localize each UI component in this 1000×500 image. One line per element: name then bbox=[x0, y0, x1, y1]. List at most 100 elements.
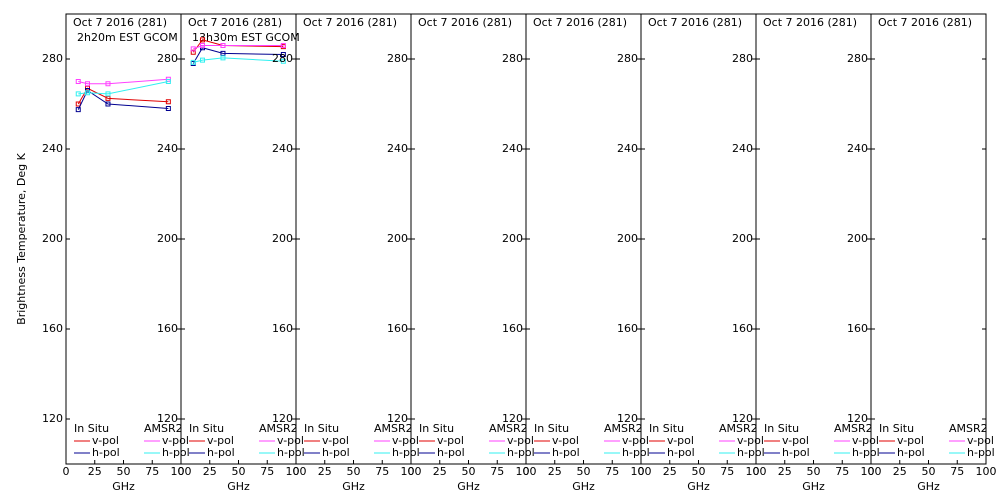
y-tick-label: 200 bbox=[387, 232, 408, 245]
y-tick-label: 280 bbox=[42, 52, 63, 65]
legend-label: v-pol bbox=[392, 434, 419, 447]
y-tick-label: 240 bbox=[157, 142, 178, 155]
point-marker bbox=[165, 99, 171, 105]
x-axis-label: GHz bbox=[687, 480, 710, 493]
x-tick-label: 25 bbox=[88, 465, 102, 478]
legend-label: h-pol bbox=[392, 446, 420, 459]
x-tick-label: 0 bbox=[178, 465, 185, 478]
x-tick-label: 100 bbox=[401, 465, 422, 478]
x-tick-label: 25 bbox=[893, 465, 907, 478]
legend-label: h-pol bbox=[622, 446, 650, 459]
legend-label: h-pol bbox=[322, 446, 350, 459]
x-tick-label: 50 bbox=[347, 465, 361, 478]
y-tick-label: 200 bbox=[732, 232, 753, 245]
point-marker bbox=[85, 81, 91, 87]
point-marker bbox=[280, 52, 286, 57]
legend-label: h-pol bbox=[92, 446, 120, 459]
legend-label: v-pol bbox=[507, 434, 534, 447]
point-marker bbox=[75, 79, 81, 84]
x-tick-label: 0 bbox=[63, 465, 70, 478]
x-axis-label: GHz bbox=[917, 480, 940, 493]
x-tick-label: 75 bbox=[490, 465, 504, 478]
x-tick-label: 25 bbox=[778, 465, 792, 478]
series-line bbox=[193, 45, 284, 50]
x-axis-label: GHz bbox=[457, 480, 480, 493]
x-tick-label: 75 bbox=[720, 465, 734, 478]
point-marker bbox=[75, 91, 81, 97]
legend-label: v-pol bbox=[897, 434, 924, 447]
y-tick-label: 280 bbox=[502, 52, 523, 65]
x-tick-label: 0 bbox=[753, 465, 760, 478]
x-tick-label: 25 bbox=[663, 465, 677, 478]
y-tick-label: 280 bbox=[157, 52, 178, 65]
x-axis-label: GHz bbox=[572, 480, 595, 493]
y-tick-label: 120 bbox=[157, 412, 178, 425]
y-tick-label: 240 bbox=[732, 142, 753, 155]
point-marker bbox=[75, 101, 81, 107]
point-marker bbox=[280, 43, 286, 48]
y-tick-label: 200 bbox=[272, 232, 293, 245]
x-tick-label: 50 bbox=[462, 465, 476, 478]
y-tick-label: 240 bbox=[617, 142, 638, 155]
legend-title: In Situ bbox=[74, 422, 109, 435]
panel-subtitle: 13h30m EST GCOM bbox=[192, 31, 300, 44]
y-tick-label: 120 bbox=[502, 412, 523, 425]
y-tick-label: 240 bbox=[387, 142, 408, 155]
y-axis-label: Brightness Temperature, Deg K bbox=[15, 152, 28, 324]
y-tick-label: 200 bbox=[847, 232, 868, 245]
legend-label: h-pol bbox=[967, 446, 995, 459]
legend-title: AMSR2 bbox=[259, 422, 298, 435]
panel-title: Oct 7 2016 (281) bbox=[73, 16, 167, 29]
legend-label: v-pol bbox=[737, 434, 764, 447]
legend-title: AMSR2 bbox=[489, 422, 528, 435]
y-tick-label: 120 bbox=[847, 412, 868, 425]
legend-label: v-pol bbox=[162, 434, 189, 447]
point-marker bbox=[85, 90, 91, 96]
panel-title: Oct 7 2016 (281) bbox=[648, 16, 742, 29]
y-tick-label: 240 bbox=[272, 142, 293, 155]
y-tick-label: 200 bbox=[617, 232, 638, 245]
x-tick-label: 75 bbox=[145, 465, 159, 478]
series-line bbox=[78, 81, 169, 95]
x-tick-label: 100 bbox=[286, 465, 307, 478]
y-tick-label: 200 bbox=[157, 232, 178, 245]
series-line bbox=[78, 78, 169, 85]
y-tick-label: 240 bbox=[42, 142, 63, 155]
legend-label: v-pol bbox=[622, 434, 649, 447]
y-tick-label: 160 bbox=[732, 322, 753, 335]
panel-title: Oct 7 2016 (281) bbox=[533, 16, 627, 29]
y-tick-label: 160 bbox=[272, 322, 293, 335]
x-tick-label: 50 bbox=[692, 465, 706, 478]
legend-label: h-pol bbox=[277, 446, 305, 459]
y-tick-label: 280 bbox=[847, 52, 868, 65]
legend-label: h-pol bbox=[667, 446, 695, 459]
legend-label: v-pol bbox=[437, 434, 464, 447]
point-marker bbox=[165, 79, 171, 84]
x-tick-label: 0 bbox=[523, 465, 530, 478]
legend-label: h-pol bbox=[737, 446, 765, 459]
y-tick-label: 120 bbox=[387, 412, 408, 425]
legend-title: In Situ bbox=[419, 422, 454, 435]
legend-label: v-pol bbox=[782, 434, 809, 447]
legend-label: h-pol bbox=[207, 446, 235, 459]
y-tick-label: 160 bbox=[617, 322, 638, 335]
point-marker bbox=[190, 46, 196, 52]
legend-label: h-pol bbox=[782, 446, 810, 459]
legend-label: v-pol bbox=[667, 434, 694, 447]
x-tick-label: 50 bbox=[117, 465, 131, 478]
legend-label: v-pol bbox=[207, 434, 234, 447]
legend-title: In Situ bbox=[879, 422, 914, 435]
legend-label: v-pol bbox=[322, 434, 349, 447]
x-tick-label: 100 bbox=[516, 465, 537, 478]
y-tick-label: 240 bbox=[502, 142, 523, 155]
x-tick-label: 50 bbox=[577, 465, 591, 478]
panel-title: Oct 7 2016 (281) bbox=[188, 16, 282, 29]
x-axis-label: GHz bbox=[227, 480, 250, 493]
x-tick-label: 100 bbox=[746, 465, 767, 478]
x-tick-label: 0 bbox=[408, 465, 415, 478]
point-marker bbox=[105, 81, 111, 87]
x-tick-label: 100 bbox=[631, 465, 652, 478]
y-tick-label: 280 bbox=[387, 52, 408, 65]
point-marker bbox=[280, 58, 286, 64]
